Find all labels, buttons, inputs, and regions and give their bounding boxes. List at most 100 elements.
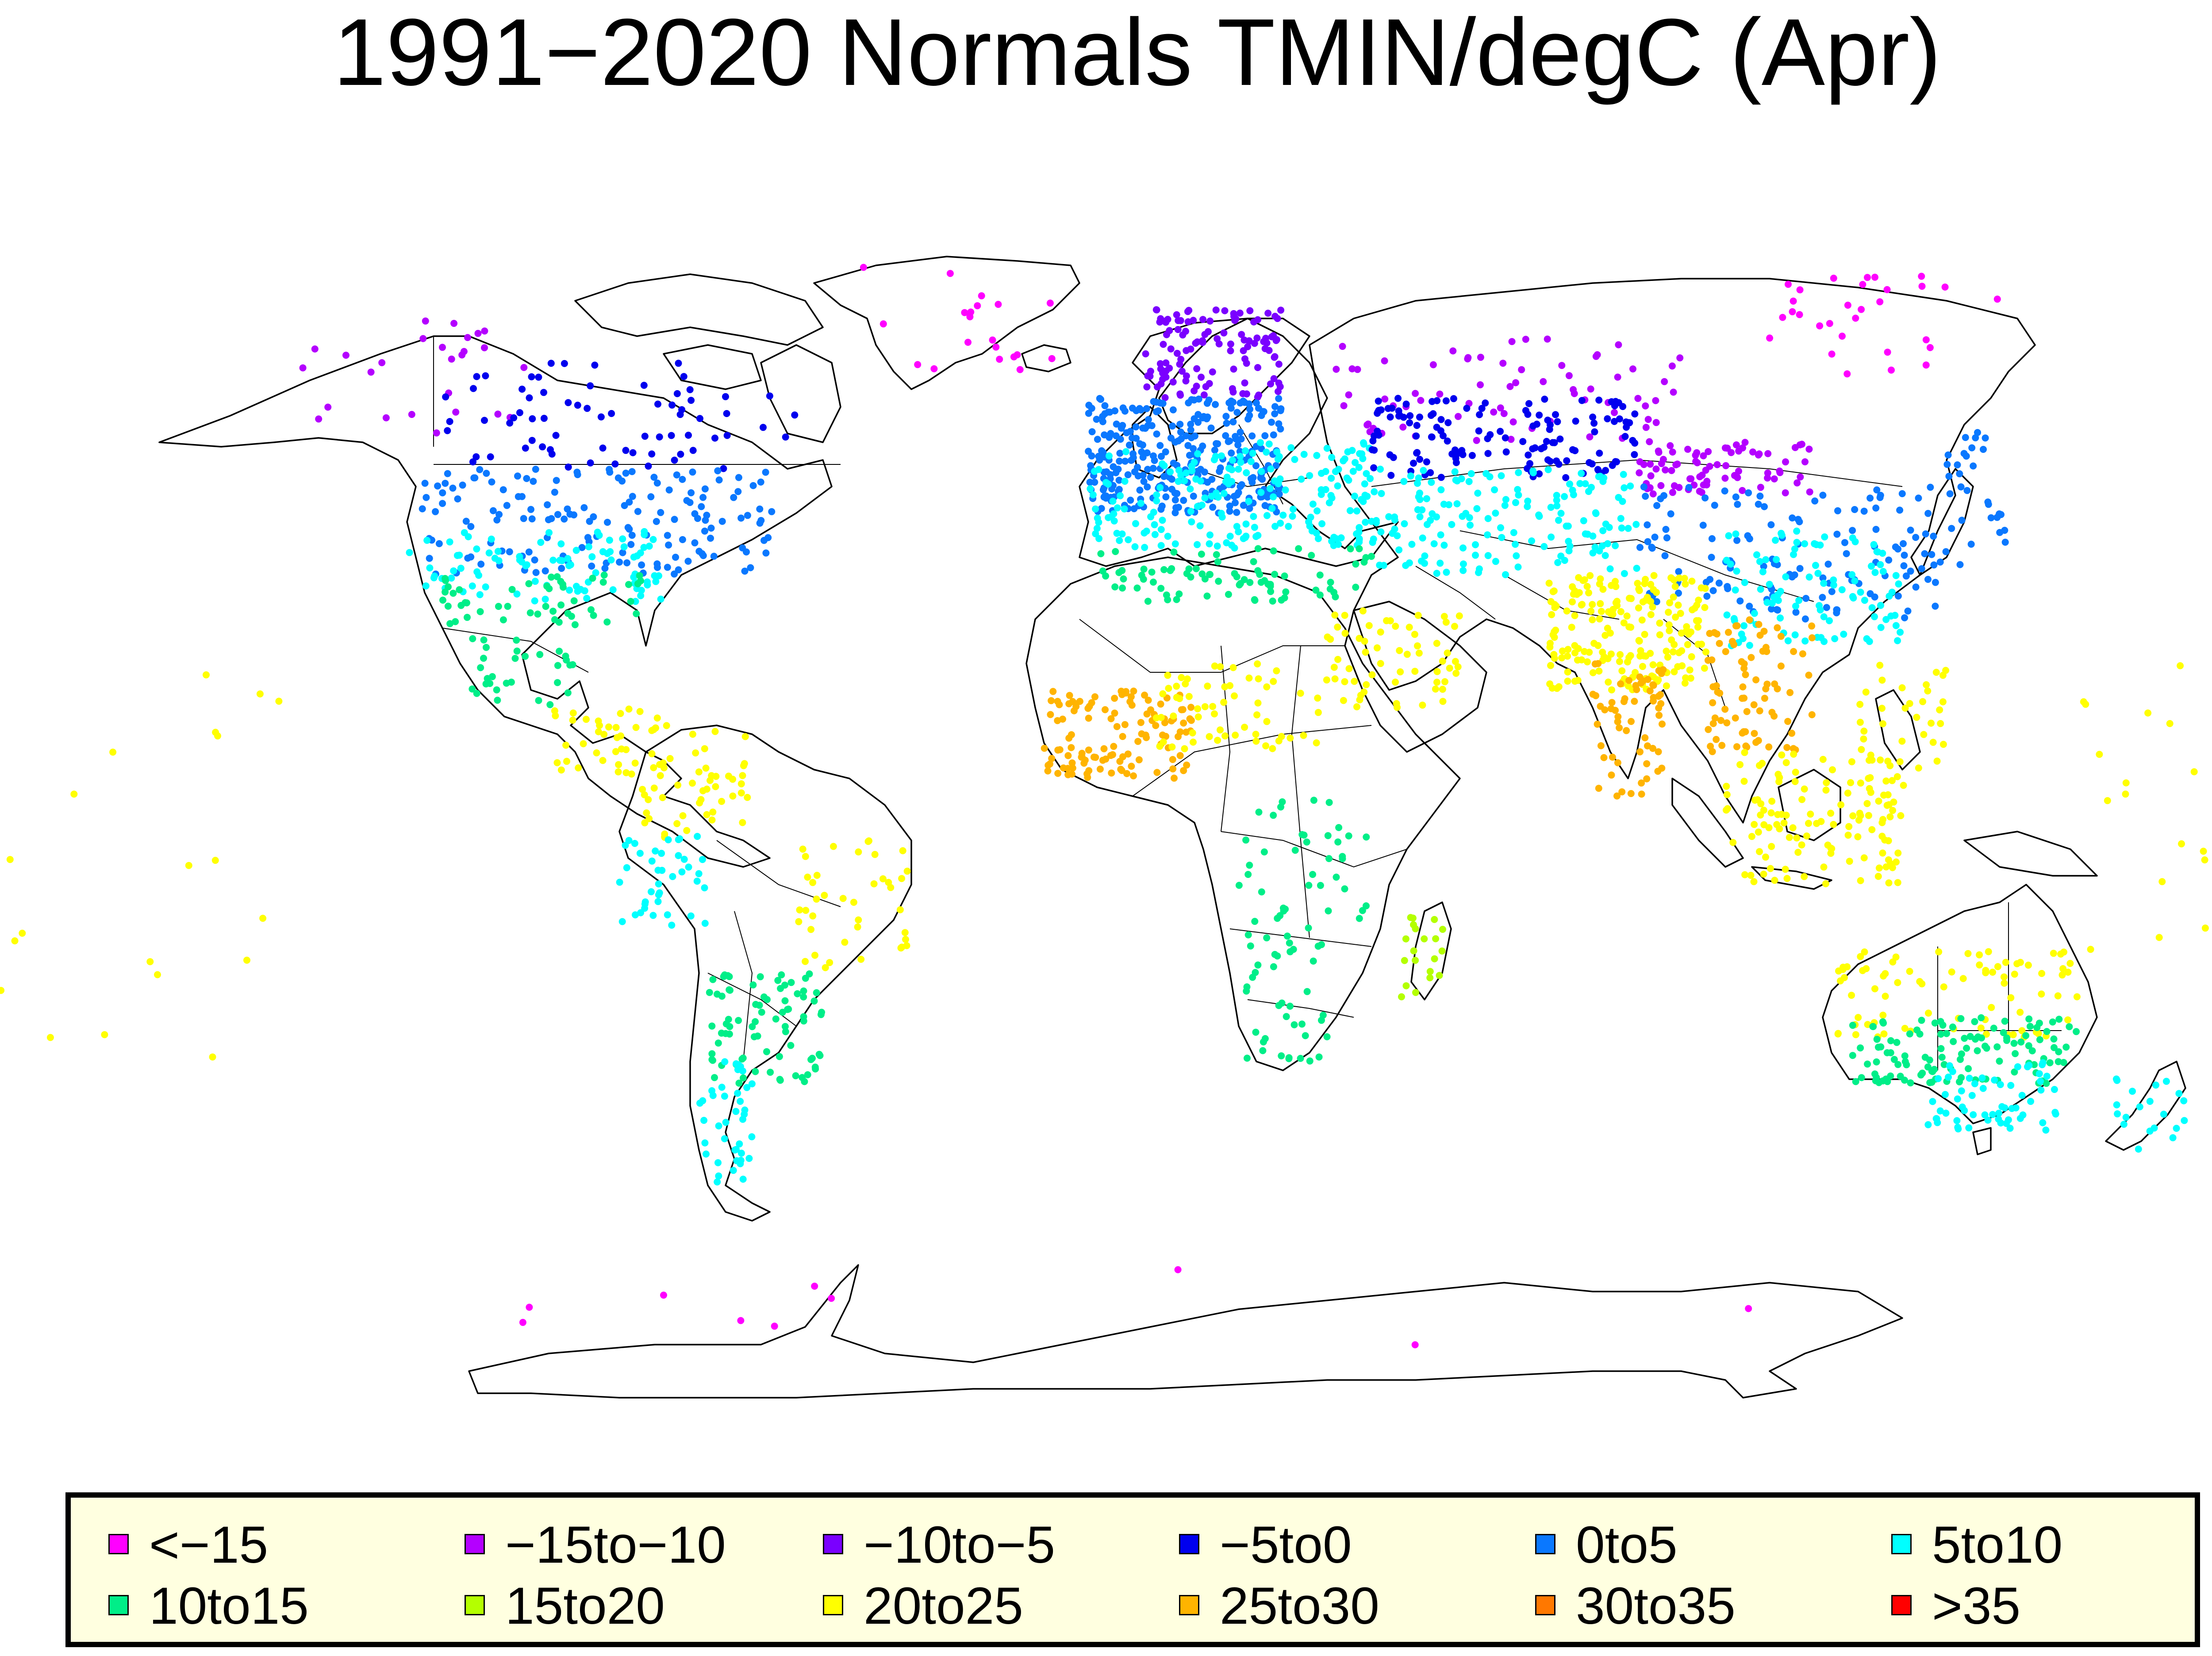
station-dot (1275, 453, 1283, 460)
station-dot (513, 636, 520, 644)
station-dot (1723, 782, 1730, 790)
station-dot (1249, 449, 1256, 457)
station-dot (1676, 354, 1684, 362)
station-dot (1682, 580, 1689, 588)
station-dot (1468, 452, 1476, 459)
station-dot (1524, 503, 1531, 510)
station-dot (1649, 745, 1656, 752)
station-dot (1221, 732, 1229, 740)
station-dot (1472, 552, 1479, 559)
station-dot (1561, 493, 1568, 500)
station-dot (1614, 713, 1622, 721)
station-dot (1340, 697, 1347, 704)
station-dot (2080, 698, 2087, 705)
station-dot (1268, 505, 1276, 512)
station-dot (1514, 564, 1522, 571)
station-dot (593, 749, 600, 757)
station-dot (1636, 673, 1644, 681)
station-dot (1108, 769, 1115, 777)
station-dot (1392, 678, 1399, 686)
station-dot (1948, 968, 1955, 976)
station-dot (1988, 1004, 1995, 1011)
station-dot (1644, 538, 1651, 545)
station-dot (1569, 446, 1576, 453)
station-dot (1982, 967, 1989, 974)
station-dot (1529, 467, 1537, 475)
station-dot (1857, 779, 1864, 787)
station-dot (1792, 609, 1800, 616)
station-dot (589, 575, 596, 582)
station-dot (1143, 405, 1150, 412)
station-dot (627, 541, 635, 548)
station-dot (1544, 456, 1551, 464)
station-dot (643, 809, 650, 816)
station-dot (1733, 743, 1740, 751)
station-dot (996, 356, 1003, 363)
station-dot (526, 394, 533, 402)
station-dot (626, 498, 633, 506)
station-dot (1175, 590, 1183, 598)
station-dot (689, 468, 696, 476)
station-dot (1997, 1119, 2005, 1127)
station-dot (737, 1150, 745, 1157)
station-dot (1585, 589, 1592, 597)
station-dot (1856, 719, 1864, 726)
station-dot (1188, 396, 1195, 403)
station-dot (661, 830, 668, 838)
station-dot (612, 748, 619, 755)
station-dot (439, 344, 446, 351)
station-dot (1691, 605, 1698, 612)
station-dot (1945, 472, 1953, 480)
station-dot (1207, 424, 1215, 432)
station-dot (2122, 790, 2129, 798)
station-dot (1465, 478, 1473, 485)
station-dot (1316, 591, 1324, 599)
station-dot (1865, 774, 1872, 782)
station-dot (1474, 490, 1482, 497)
station-dot (816, 1052, 824, 1059)
station-dot (1819, 574, 1827, 582)
station-dot (558, 565, 565, 572)
station-dot (1227, 347, 1234, 355)
station-dot (1271, 410, 1279, 418)
station-dot (1745, 1305, 1752, 1312)
station-dot (1978, 1074, 1986, 1082)
station-dot (658, 850, 665, 857)
station-dot (581, 587, 588, 594)
station-dot (1868, 604, 1876, 611)
station-dot (545, 529, 553, 537)
station-dot (826, 959, 833, 966)
station-dot (1113, 529, 1121, 537)
station-dot (1606, 565, 1614, 573)
station-dot (1788, 729, 1796, 737)
station-dot (1698, 489, 1705, 496)
station-dot (1164, 533, 1171, 540)
station-dot (1906, 1030, 1913, 1038)
station-dot (2051, 1108, 2059, 1116)
station-dot (698, 503, 705, 510)
station-dot (1368, 518, 1375, 525)
border-africa-4 (1229, 928, 1372, 947)
station-dot (1176, 752, 1184, 759)
station-dot (1524, 498, 1532, 505)
station-dot (1782, 489, 1789, 497)
station-dot (1877, 756, 1884, 764)
station-dot (2000, 1029, 2007, 1036)
station-dot (1768, 709, 1776, 716)
station-dot (664, 836, 672, 843)
station-dot (1894, 592, 1902, 600)
station-dot (1644, 416, 1652, 423)
station-dot (2059, 965, 2067, 972)
station-dot (1170, 460, 1177, 467)
station-dot (1790, 648, 1797, 655)
station-dot (1959, 975, 1967, 982)
station-dot (101, 1031, 108, 1039)
station-dot (1252, 399, 1260, 407)
station-dot (1569, 487, 1576, 494)
station-dot (1681, 575, 1688, 582)
station-dot (2037, 1077, 2044, 1085)
station-dot (1554, 418, 1561, 426)
station-dot (1148, 568, 1156, 576)
station-dot (1099, 486, 1107, 494)
station-dot (1199, 337, 1206, 345)
